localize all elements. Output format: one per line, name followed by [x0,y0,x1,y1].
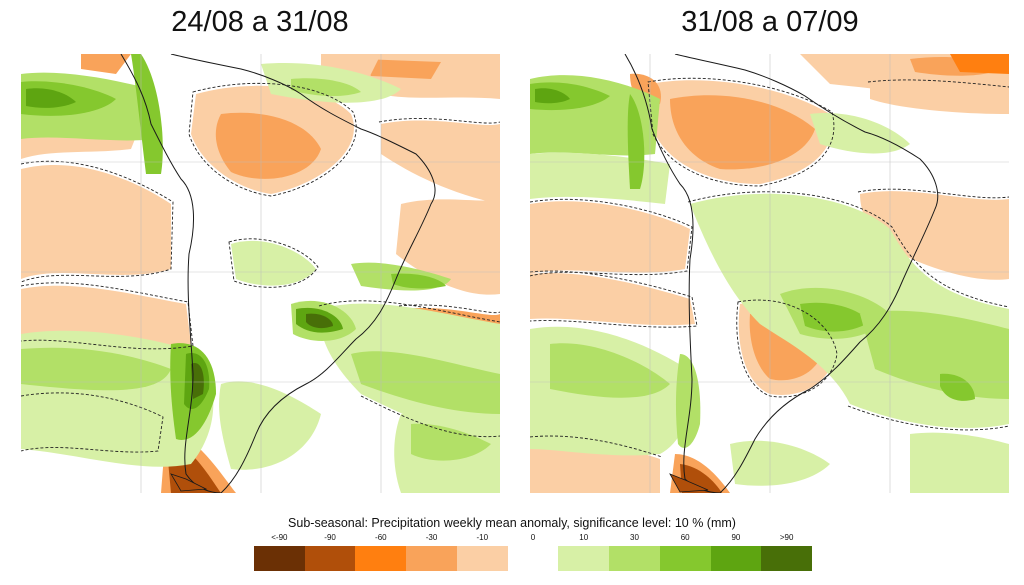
legend-ticks: <-90 -90 -60 -30 -10 0 10 30 60 90 >90 [0,533,1024,545]
legend-swatch [710,546,762,571]
legend-colorbar [254,546,813,571]
legend-swatch [355,546,407,571]
legend-tick-label: <-90 [271,533,288,542]
legend-tick-label: 0 [530,533,536,542]
legend-tick-label: -10 [476,533,489,542]
legend-tick-label: -30 [425,533,438,542]
legend-swatch [456,546,508,571]
legend-title: Sub-seasonal: Precipitation weekly mean … [288,516,736,530]
legend-tick-label: -90 [324,533,336,542]
legend-tick-label: >90 [779,533,794,542]
legend-swatch [406,546,457,571]
legend-tick-label: 30 [630,533,639,542]
legend-swatch [761,546,813,571]
legend-swatch [507,546,559,571]
legend-swatch [609,546,660,571]
legend-tick-label: 60 [680,533,690,542]
legend-tick-label: 90 [731,533,741,542]
map-panel-left [21,54,500,493]
panel-title-left: 24/08 a 31/08 [171,6,349,38]
map-panel-right [530,54,1009,493]
legend-swatch [254,546,305,571]
legend-swatch [558,546,610,571]
legend-swatch [659,546,711,571]
panel-title-right: 31/08 a 07/09 [681,6,859,38]
legend-tick-label: 10 [579,533,589,542]
legend-swatch [304,546,356,571]
legend-tick-label: -60 [375,533,387,542]
